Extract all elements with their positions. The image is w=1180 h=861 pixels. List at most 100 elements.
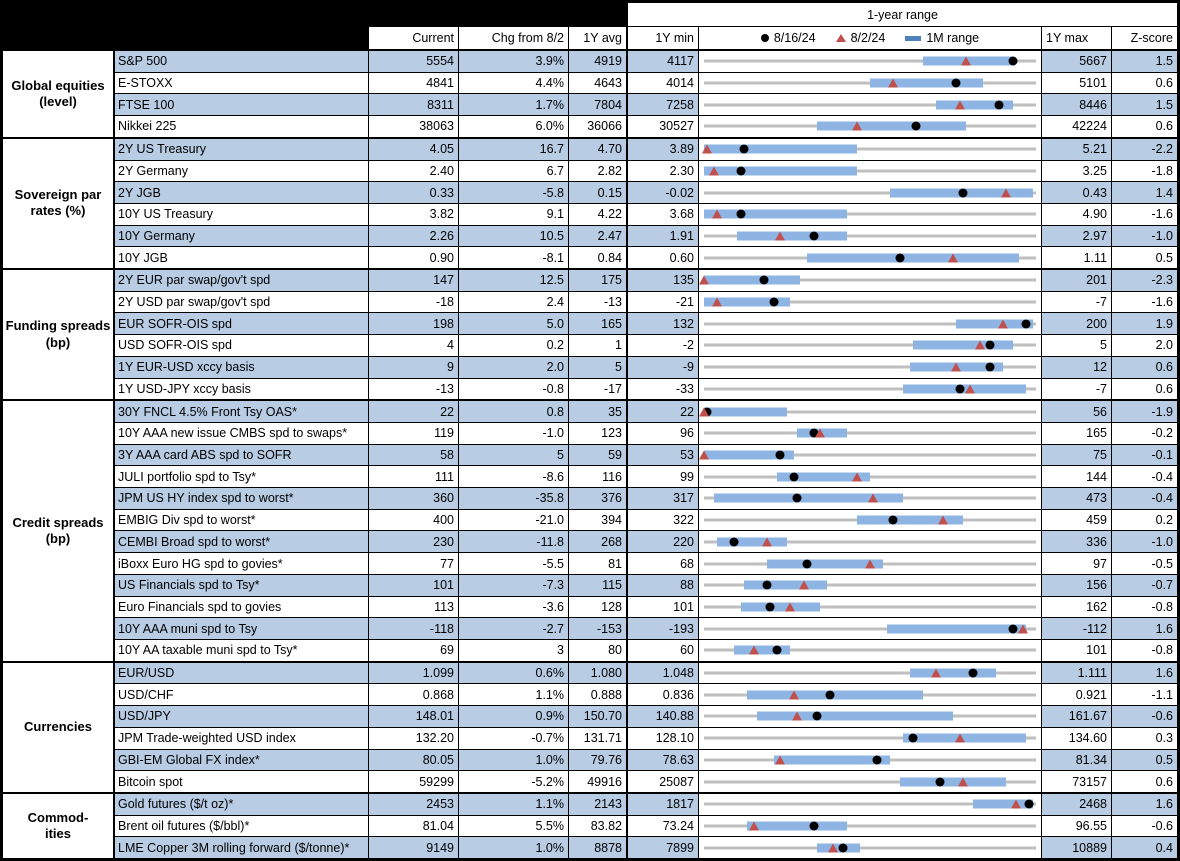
range-plot xyxy=(704,684,1036,705)
change-value: 3 xyxy=(458,639,568,661)
aug2-marker-icon xyxy=(948,253,958,263)
1m-range-bar xyxy=(956,319,1033,329)
range-plot xyxy=(704,510,1036,531)
1y-min-value: 3.89 xyxy=(626,138,698,160)
range-chart xyxy=(698,378,1041,400)
aug2-marker-icon xyxy=(957,777,968,787)
1y-min-value: 68 xyxy=(626,553,698,574)
range-chart xyxy=(698,662,1041,684)
aug2-marker-icon xyxy=(938,515,949,525)
current-value: 81.04 xyxy=(368,815,458,837)
change-value: 1.0% xyxy=(458,837,568,858)
aug2-marker-icon xyxy=(974,340,985,350)
table-row: Bitcoin spot 59299 -5.2% 49916 25087 73157 0.6 xyxy=(115,770,1177,792)
range-plot xyxy=(704,379,1036,400)
1y-min-value: 25087 xyxy=(626,771,698,792)
current-value: 101 xyxy=(368,574,458,596)
change-value: 0.6% xyxy=(458,662,568,684)
range-chart xyxy=(698,72,1041,94)
aug16-marker-icon xyxy=(729,537,739,547)
1y-min-value: -33 xyxy=(626,378,698,400)
aug2-marker-icon xyxy=(954,100,965,110)
z-score-value: 0.6 xyxy=(1111,771,1177,792)
aug2-marker-icon xyxy=(888,78,899,88)
range-legend: 8/16/24 8/2/24 1M range xyxy=(698,27,1041,49)
group-section: Sovereign par rates (%) 2Y US Treasury 4.0… xyxy=(3,136,1177,269)
1y-max-value: 2.97 xyxy=(1041,225,1111,247)
1y-avg-value: 4.70 xyxy=(568,138,626,160)
1y-avg-value: 394 xyxy=(568,509,626,531)
z-score-value: 1.6 xyxy=(1111,662,1177,684)
table-row: FTSE 100 8311 1.7% 7804 7258 8446 1.5 xyxy=(115,93,1177,116)
change-value: 5.0 xyxy=(458,313,568,335)
range-chart xyxy=(698,444,1041,466)
range-chart xyxy=(698,247,1041,269)
1y-max-value: 73157 xyxy=(1041,771,1111,792)
change-value: 0.8 xyxy=(458,401,568,422)
1y-avg-value: 123 xyxy=(568,422,626,444)
1y-avg-value: 49916 xyxy=(568,771,626,792)
row-label: EMBIG Div spd to worst* xyxy=(118,513,256,528)
row-label: Euro Financials spd to govies xyxy=(118,599,282,614)
range-track xyxy=(704,322,1036,326)
change-value: 1.1% xyxy=(458,793,568,815)
1y-min-value: 317 xyxy=(626,488,698,509)
group-label: Credit spreads (bp) xyxy=(3,401,115,661)
aug16-marker-icon xyxy=(955,384,965,394)
current-value: 400 xyxy=(368,509,458,531)
current-value: 9 xyxy=(368,356,458,378)
1m-range-bar xyxy=(899,777,1007,787)
current-value: 113 xyxy=(368,596,458,618)
1y-avg-value: 4919 xyxy=(568,51,626,72)
table-body: Global equities (level) S&P 500 5554 3.9% 49… xyxy=(3,51,1177,858)
col-header-1y-max: 1Y max xyxy=(1041,27,1111,49)
z-score-value: -0.8 xyxy=(1111,596,1177,618)
1y-min-value: 0.60 xyxy=(626,247,698,269)
header-spacer xyxy=(3,27,368,49)
row-label: 10Y Germany xyxy=(115,225,368,247)
z-score-value: 1.6 xyxy=(1111,793,1177,815)
1y-avg-value: 8878 xyxy=(568,837,626,858)
group-section: Funding spreads (bp) 2Y EUR par swap/gov'… xyxy=(3,268,1177,400)
row-label: S&P 500 xyxy=(115,51,368,72)
change-value: 5.5% xyxy=(458,815,568,837)
1y-max-value: -7 xyxy=(1041,291,1111,313)
change-value: 0.2 xyxy=(458,335,568,356)
1y-avg-value: -17 xyxy=(568,378,626,400)
z-score-value: -1.9 xyxy=(1111,401,1177,422)
1y-min-value: -2 xyxy=(626,335,698,356)
1y-min-value: 4117 xyxy=(626,51,698,72)
current-value: -118 xyxy=(368,618,458,639)
z-score-value: -2.2 xyxy=(1111,138,1177,160)
1y-min-value: 7899 xyxy=(626,837,698,858)
legend-dot-label: 8/16/24 xyxy=(773,31,816,45)
range-chart xyxy=(698,313,1041,335)
current-value: 198 xyxy=(368,313,458,335)
table-row: EUR SOFR-OIS spd 198 5.0 165 132 200 1.9 xyxy=(115,312,1177,335)
1m-range-bar xyxy=(704,144,857,154)
table-row: 10Y AAA muni spd to Tsy -118 -2.7 -153 -193 -… xyxy=(115,617,1177,639)
table-row: US Financials spd to Tsy* 101 -7.3 115 88 156… xyxy=(115,573,1177,596)
row-label: 30Y FNCL 4.5% Front Tsy OAS* xyxy=(115,401,368,422)
group-rows: 2Y EUR par swap/gov't spd 147 12.5 175 135 20… xyxy=(115,270,1177,400)
1y-max-value: 4.90 xyxy=(1041,203,1111,225)
change-value: 5 xyxy=(458,444,568,466)
z-score-value: -1.0 xyxy=(1111,531,1177,553)
row-label: 2Y US Treasury xyxy=(115,138,368,160)
change-value: 12.5 xyxy=(458,270,568,291)
aug2-marker-icon xyxy=(964,384,975,394)
change-value: -3.6 xyxy=(458,596,568,618)
current-value: 2453 xyxy=(368,793,458,815)
change-value: 9.1 xyxy=(458,203,568,225)
1m-range-bar xyxy=(737,231,847,241)
aug2-marker-icon xyxy=(851,472,862,482)
change-value: 1.1% xyxy=(458,684,568,706)
group-label: Currencies xyxy=(3,662,115,792)
aug16-marker-icon xyxy=(1021,319,1031,329)
1y-max-value: 12 xyxy=(1041,356,1111,378)
range-track xyxy=(704,780,1036,784)
1y-max-value: 336 xyxy=(1041,531,1111,553)
range-plot xyxy=(704,466,1036,487)
range-track xyxy=(704,824,1036,828)
